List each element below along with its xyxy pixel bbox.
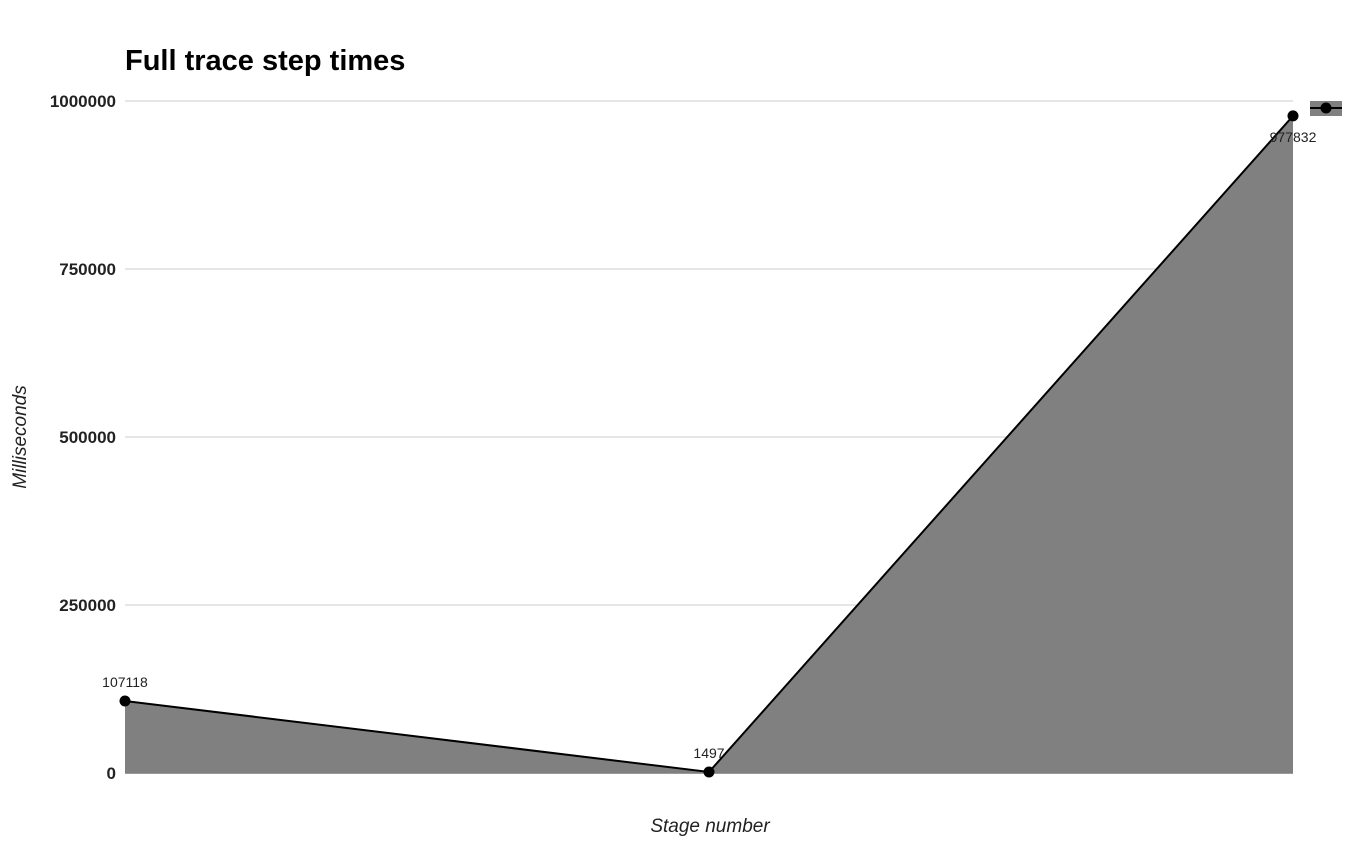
data-labels: 107118 1497 977832	[102, 129, 1316, 761]
y-tick-label: 1000000	[50, 92, 116, 111]
data-label: 1497	[693, 745, 724, 761]
chart-title: Full trace step times	[125, 45, 405, 77]
series-area-fill	[125, 115, 1293, 773]
y-tick-label: 0	[107, 764, 116, 783]
y-axis-ticks: 0 250000 500000 750000 1000000	[50, 92, 116, 783]
data-points	[119, 110, 1299, 778]
data-point	[703, 766, 715, 778]
legend	[1310, 101, 1342, 116]
series-area	[125, 115, 1293, 773]
y-tick-label: 500000	[59, 428, 116, 447]
data-point	[119, 695, 131, 707]
y-tick-label: 250000	[59, 596, 116, 615]
legend-swatch-point	[1320, 102, 1332, 114]
y-tick-label: 750000	[59, 260, 116, 279]
data-label: 107118	[102, 674, 148, 690]
data-label: 977832	[1270, 129, 1317, 145]
x-axis-title: Stage number	[650, 816, 770, 837]
data-point	[1287, 110, 1299, 122]
y-axis-title: Milliseconds	[10, 385, 31, 489]
